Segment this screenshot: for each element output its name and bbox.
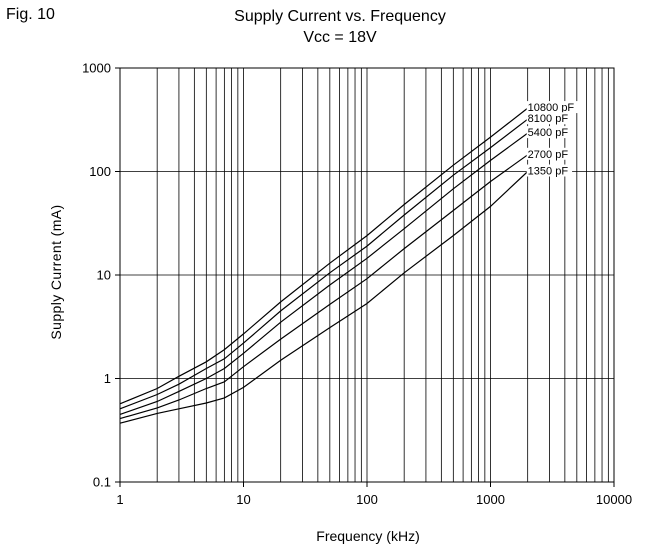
x-tick-label: 10000 (596, 492, 632, 507)
series-label-bg (526, 101, 579, 114)
series-label-bg (526, 126, 573, 139)
y-tick-label: 1 (104, 371, 111, 386)
chart-title-block: Supply Current vs. Frequency Vcc = 18V (210, 6, 470, 48)
series-line (119, 118, 529, 410)
axis-ticks: 1 10 100 1000 10000 0.1 1 10 100 1000 (82, 61, 632, 508)
x-tick-label: 10 (236, 492, 250, 507)
series-label: 5400 pF (528, 127, 569, 139)
series-label: 1350 pF (528, 166, 569, 178)
x-tick-label: 1 (116, 492, 123, 507)
series-label: 8100 pF (528, 113, 569, 125)
series-line (119, 171, 529, 424)
x-axis-title: Frequency (kHz) (316, 528, 420, 544)
series-label-bg (526, 112, 573, 125)
x-tick-label: 1000 (476, 492, 505, 507)
chart-subtitle: Vcc = 18V (303, 29, 377, 46)
series-line (119, 132, 529, 415)
y-tick-label: 0.1 (93, 475, 111, 490)
series-lines (119, 107, 529, 424)
y-tick-label: 100 (89, 164, 111, 179)
y-axis-title: Supply Current (mA) (48, 204, 64, 340)
series-line (119, 154, 529, 420)
series-line (119, 107, 529, 405)
x-tick-label: 100 (356, 492, 378, 507)
series-label: 10800 pF (528, 102, 575, 114)
series-label: 2700 pF (528, 149, 569, 161)
y-tick-label: 10 (97, 268, 111, 283)
figure-label: Fig. 10 (6, 6, 55, 23)
chart-title: Supply Current vs. Frequency (234, 8, 446, 25)
series-label-bg (526, 164, 573, 177)
series-label-bg (526, 147, 573, 160)
y-tick-label: 1000 (82, 61, 111, 76)
